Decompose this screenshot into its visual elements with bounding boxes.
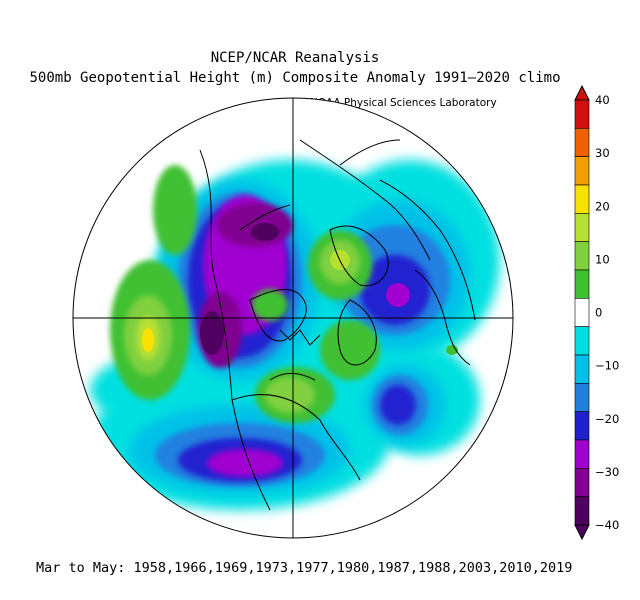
colorbar: 40 30 20 10 0 −10 −20 −30 −40 [574, 84, 619, 541]
colorbar-band [574, 99, 590, 129]
colorbar-tick-label: −40 [595, 518, 619, 532]
colorbar-band [574, 411, 590, 441]
polar-anomaly-map [72, 97, 514, 539]
colorbar-tick-label: 30 [595, 146, 610, 160]
colorbar-band [574, 128, 590, 157]
map-subtitle: 500mb Geopotential Height (m) Composite … [29, 70, 561, 86]
colorbar-tick-label: 10 [595, 252, 610, 266]
composite-years-footer: Mar to May: 1958,1966,1969,1973,1977,198… [36, 560, 573, 576]
colorbar-tick-label: 0 [595, 306, 602, 320]
colorbar-tick-label: 20 [595, 199, 610, 213]
colorbar-band [574, 184, 590, 214]
colorbar-band [574, 354, 590, 384]
colorbar-tick-label: −30 [595, 465, 619, 479]
colorbar-bands [574, 84, 590, 541]
colorbar-band [574, 496, 590, 526]
coastlines [199, 139, 476, 511]
colorbar-band [574, 269, 590, 299]
map-title: NCEP/NCAR Reanalysis [210, 50, 380, 66]
colorbar-tick-labels: 40 30 20 10 0 −10 −20 −30 −40 [595, 93, 619, 532]
colorbar-tick-label: −10 [595, 359, 619, 373]
credit-text: NOAA Physical Sciences Laboratory [310, 97, 497, 109]
colorbar-band [574, 439, 590, 469]
colorbar-band [574, 156, 590, 186]
colorbar-band [574, 241, 590, 271]
colorbar-arrow-bottom [574, 524, 590, 541]
colorbar-tick-label: 40 [595, 93, 610, 107]
map-boundary-circle [72, 97, 514, 539]
colorbar-tick-label: −20 [595, 412, 619, 426]
colorbar-band [574, 298, 590, 327]
colorbar-arrow-top [574, 84, 590, 101]
colorbar-band [574, 213, 590, 242]
colorbar-band [574, 326, 590, 356]
colorbar-band [574, 383, 590, 412]
colorbar-band [574, 468, 590, 497]
